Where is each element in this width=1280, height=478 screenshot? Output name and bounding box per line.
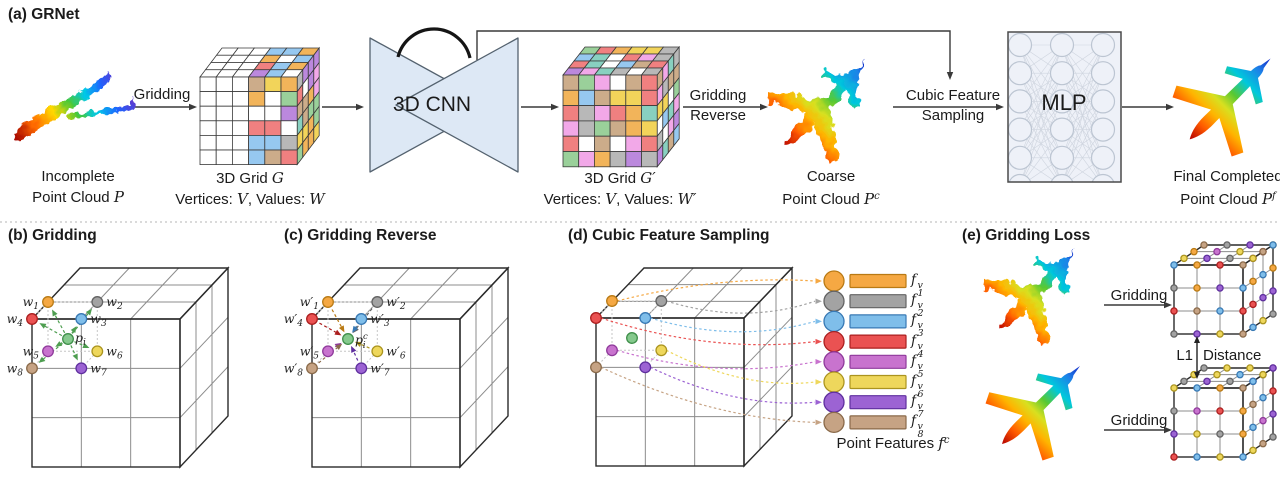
wire-cube bbox=[310, 266, 510, 469]
svg-text:w′2: w′2 bbox=[386, 294, 406, 312]
svg-text:w′1: w′1 bbox=[300, 294, 319, 312]
svg-text:pci: pc i bbox=[355, 332, 368, 351]
panel-d-title: (d) Cubic Feature Sampling bbox=[568, 227, 770, 244]
svg-text:w1: w1 bbox=[23, 294, 39, 312]
feature-node bbox=[823, 310, 845, 333]
panel-c-graphics: w′1 w′2w′3 w′4 w′5 w′6w′7 w′8 pc i bbox=[284, 266, 510, 469]
wire-cube bbox=[594, 266, 794, 468]
wire-cube bbox=[1171, 243, 1276, 336]
feature-node bbox=[823, 391, 845, 413]
svg-text:w3: w3 bbox=[90, 311, 107, 329]
panel-e-title: (e) Gridding Loss bbox=[962, 227, 1091, 244]
panel-a-graphics bbox=[14, 24, 1280, 183]
feature-node bbox=[823, 351, 845, 373]
skip-connection bbox=[476, 30, 954, 80]
feature-node bbox=[823, 270, 845, 292]
mlp-label: MLP bbox=[1041, 90, 1087, 115]
panel-e-graphics bbox=[966, 218, 1277, 477]
svg-text:pi: pi bbox=[75, 330, 86, 348]
svg-text:w′3: w′3 bbox=[370, 311, 390, 329]
point-features-label: Point Features fc bbox=[836, 434, 950, 452]
svg-text:w′8: w′8 bbox=[284, 360, 304, 378]
panel-c-title: (c) Gridding Reverse bbox=[284, 227, 437, 244]
pipeline-arrows bbox=[128, 103, 1174, 111]
feature-bar bbox=[849, 314, 907, 329]
panel-b-title: (b) Gridding bbox=[8, 227, 97, 244]
svg-text:w8: w8 bbox=[7, 360, 24, 378]
svg-text:w′4: w′4 bbox=[284, 311, 304, 329]
svg-text:w7: w7 bbox=[90, 360, 107, 378]
gridding-top-label: Gridding bbox=[1110, 287, 1168, 304]
svg-text:w′7: w′7 bbox=[370, 360, 390, 378]
feature-bar bbox=[849, 334, 907, 349]
svg-text:w4: w4 bbox=[7, 311, 24, 329]
svg-text:w5: w5 bbox=[23, 343, 40, 361]
feature-bar bbox=[849, 354, 907, 369]
skip-arc-icon bbox=[396, 27, 472, 59]
panel-d-graphics bbox=[590, 266, 907, 468]
cnn-label: 3D CNN bbox=[392, 93, 472, 116]
coarse-point-cloud bbox=[749, 27, 903, 181]
gridding-arrow-label: Gridding bbox=[133, 86, 191, 103]
svg-text:w2: w2 bbox=[106, 294, 123, 312]
feature-bar bbox=[849, 294, 907, 309]
final-point-cloud-label: Final Completed Point Cloud Pf bbox=[1173, 168, 1280, 208]
cubic-feature-sampling-label: Cubic Feature Sampling bbox=[905, 87, 1001, 124]
feature-node bbox=[823, 371, 845, 393]
feature-bar bbox=[849, 395, 907, 410]
l1-distance-label-right: Distance bbox=[1203, 347, 1262, 364]
wire-cube bbox=[30, 266, 230, 469]
svg-text:w′5: w′5 bbox=[300, 343, 320, 361]
svg-text:w6: w6 bbox=[106, 343, 123, 361]
feature-node bbox=[823, 411, 845, 434]
incomplete-point-cloud bbox=[14, 71, 135, 142]
feature-node bbox=[823, 290, 845, 312]
wire-cube bbox=[1171, 366, 1276, 459]
grid-g-label: 3D Grid G Vertices: V, Values: W bbox=[175, 169, 325, 208]
grid-g-prime-label: 3D Grid G′ Vertices: V, Values: W′ bbox=[543, 169, 697, 208]
feature-bar bbox=[849, 273, 907, 289]
gridding-bottom-label: Gridding bbox=[1110, 412, 1168, 429]
final-point-cloud bbox=[1156, 24, 1280, 173]
panel-a-title: (a) GRNet bbox=[8, 6, 80, 23]
mlp-box bbox=[1007, 31, 1122, 183]
coarse-point-cloud-label: Coarse Point Cloud Pc bbox=[782, 168, 880, 208]
feature-node bbox=[823, 330, 845, 353]
svg-text:w′6: w′6 bbox=[386, 343, 406, 361]
gridding-reverse-label: Gridding Reverse bbox=[689, 87, 747, 124]
feature-bar bbox=[849, 374, 907, 390]
cnn-hourglass bbox=[369, 27, 519, 173]
feature-bar bbox=[849, 415, 907, 430]
l1-distance-label-left: L1 bbox=[1176, 347, 1193, 364]
cube-3d-grid-g-prime bbox=[562, 45, 681, 168]
gt-cloud-e bbox=[969, 333, 1113, 477]
incomplete-point-cloud-label: Incomplete Point Cloud P bbox=[32, 168, 124, 206]
cube-3d-grid-g bbox=[199, 46, 321, 166]
